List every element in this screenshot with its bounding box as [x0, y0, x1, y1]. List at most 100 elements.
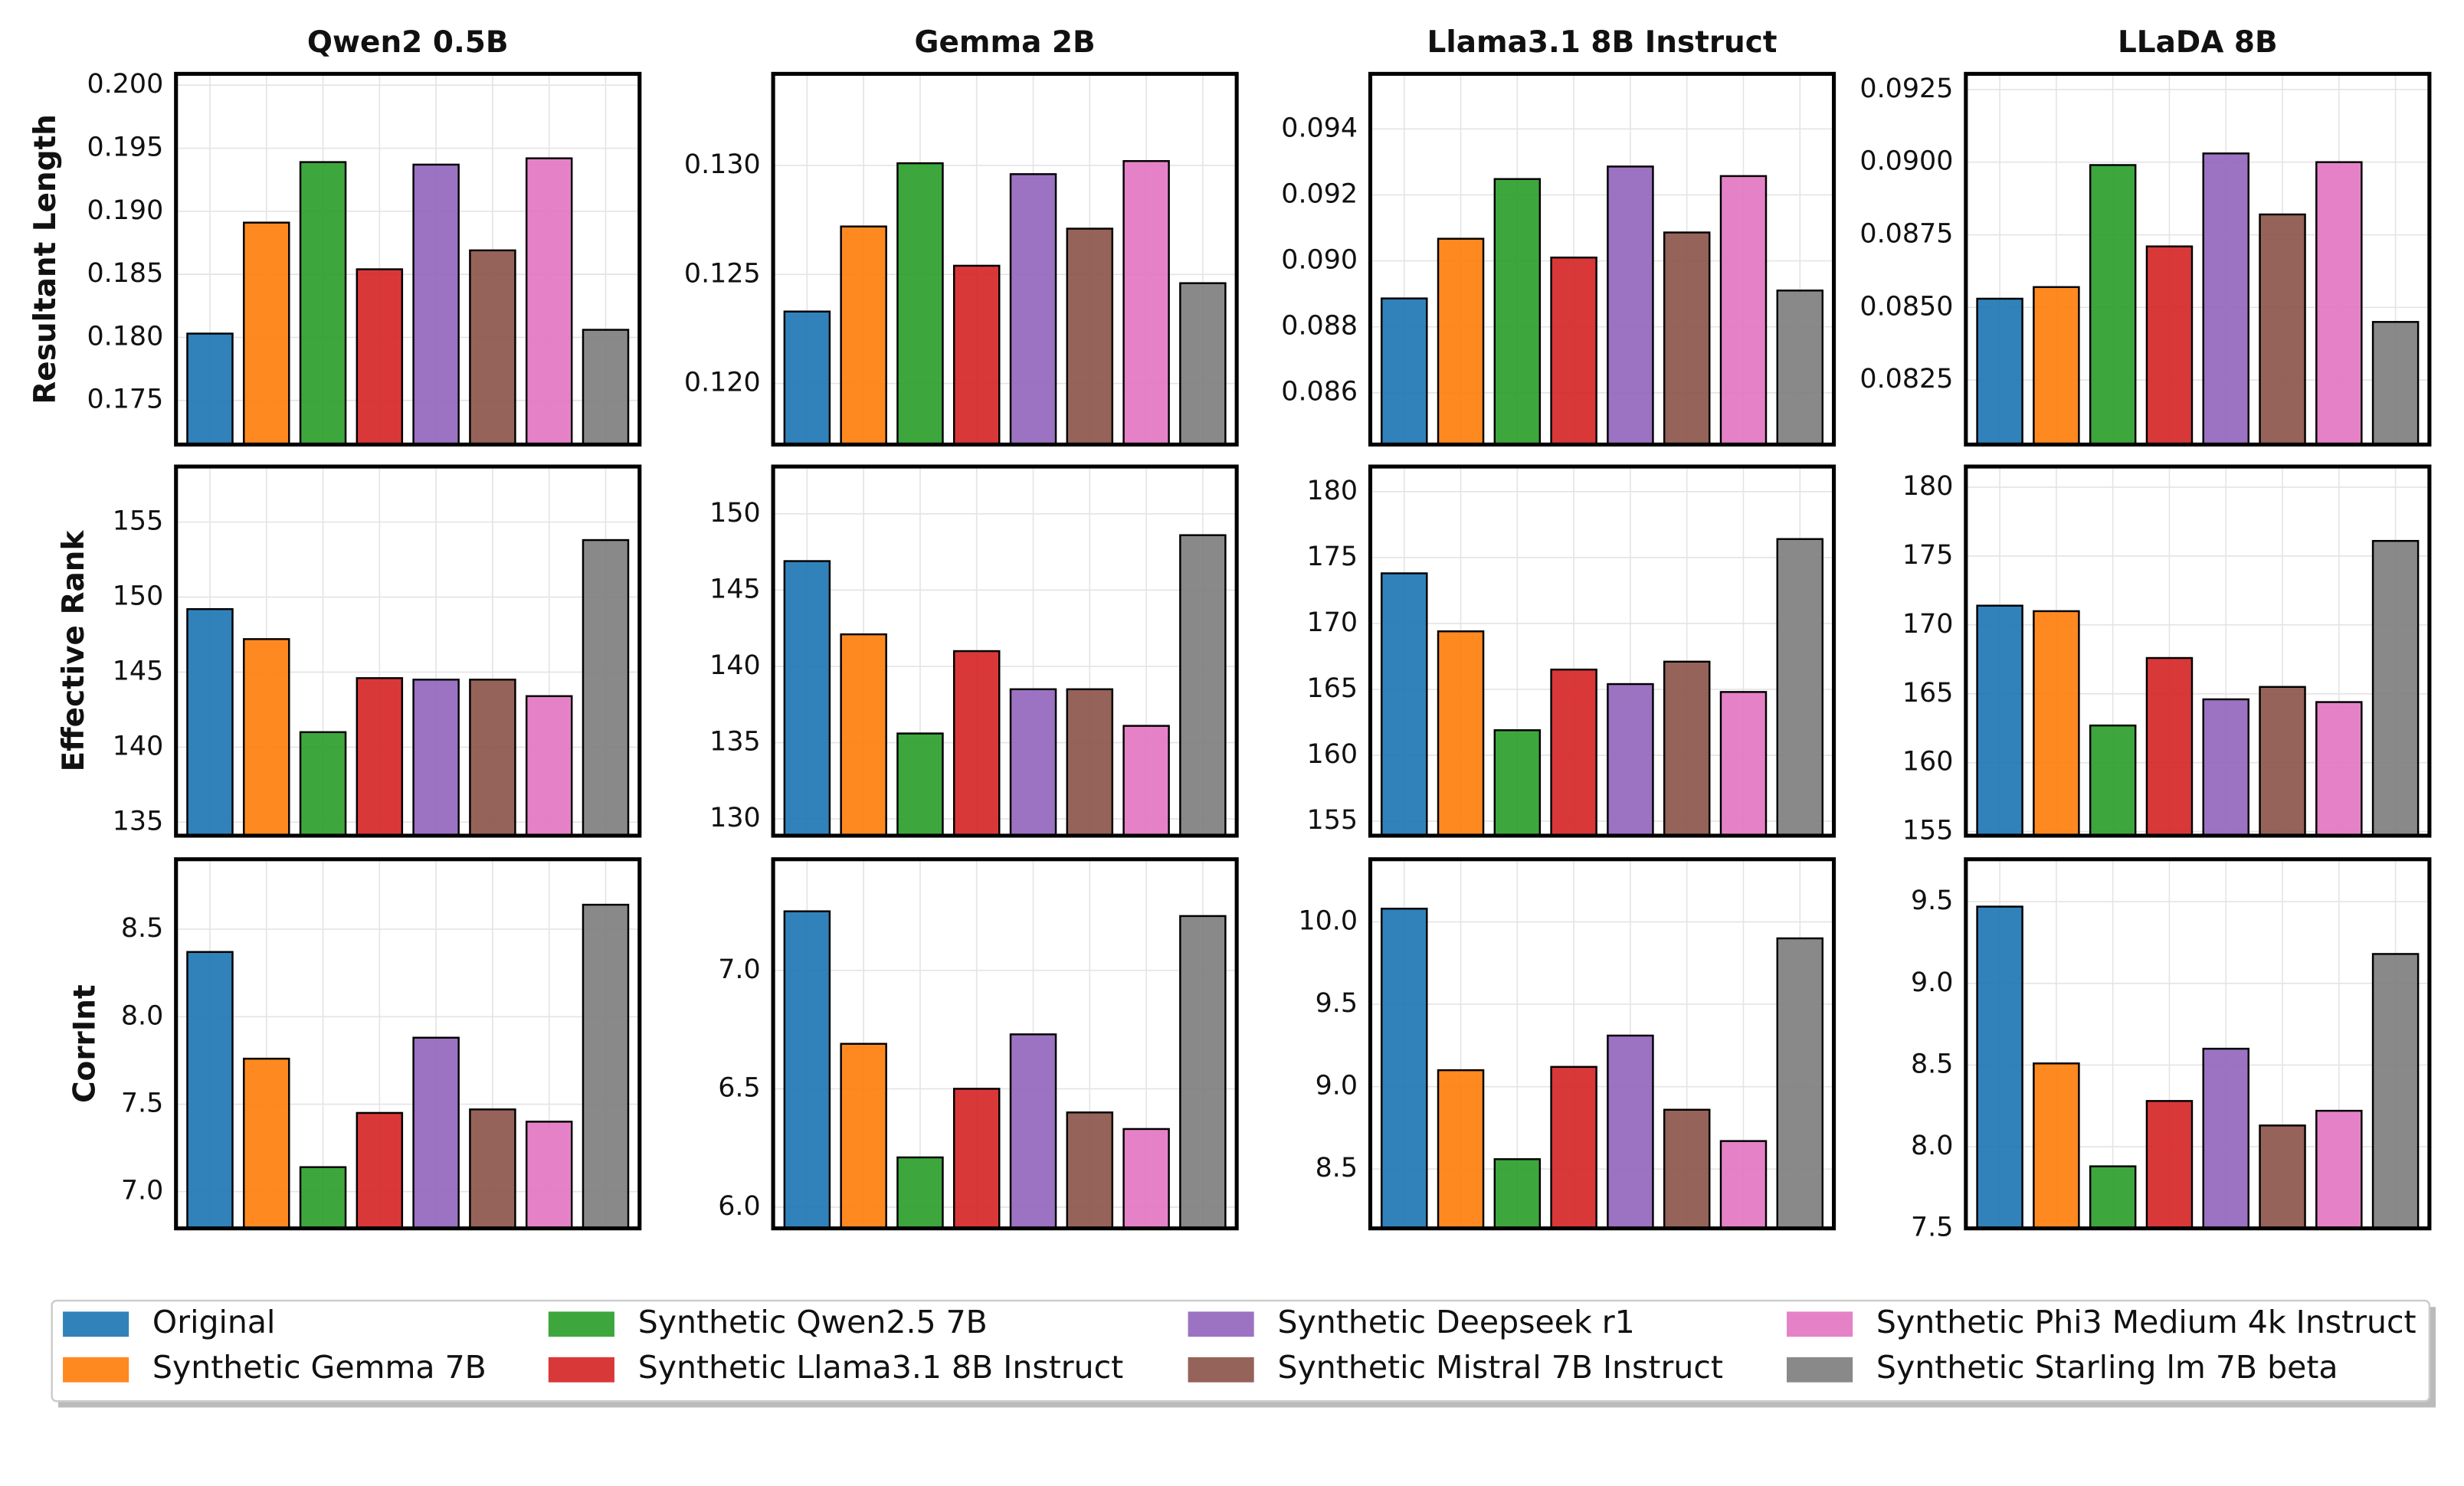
bar: [1663, 231, 1711, 445]
bar: [783, 560, 831, 836]
bars: [186, 903, 630, 1229]
bar: [783, 310, 831, 445]
axes-frame: [1368, 857, 1837, 1231]
bar: [2259, 1124, 2306, 1229]
bar: [1550, 1065, 1597, 1229]
bar: [1437, 630, 1485, 836]
bar: [840, 1042, 887, 1229]
bar: [469, 249, 516, 445]
y-tick-label: 7.0: [718, 954, 760, 985]
bar: [1607, 1034, 1654, 1229]
bar: [896, 1156, 944, 1229]
legend-swatch: [548, 1311, 614, 1337]
bar: [2371, 539, 2420, 836]
legend-swatch: [1787, 1357, 1853, 1383]
bar: [1381, 908, 1428, 1229]
panel-title: Llama3.1 8B Instruct: [1427, 25, 1778, 60]
bar: [243, 221, 290, 445]
bar: [1122, 725, 1170, 836]
bar: [2089, 724, 2137, 836]
legend-swatch: [63, 1311, 129, 1337]
axes-frame: [1368, 464, 1837, 838]
y-tick-label: 6.0: [718, 1191, 760, 1222]
bar: [1719, 691, 1768, 836]
bar: [412, 163, 460, 445]
y-tick-label: 0.130: [684, 149, 761, 180]
bar: [2371, 953, 2420, 1229]
axes-frame: [771, 71, 1239, 447]
bar: [2315, 701, 2363, 836]
bar: [952, 264, 1001, 445]
legend-label: Synthetic Phi3 Medium 4k Instruct: [1876, 1304, 2416, 1340]
bar: [299, 731, 347, 836]
y-tick-label: 135: [709, 727, 761, 758]
bar: [356, 1111, 404, 1229]
y-tick-label: 130: [709, 803, 761, 833]
y-axis-label: Effective Rank: [57, 529, 91, 771]
y-tick-label: 8.0: [1911, 1131, 1953, 1161]
bar: [2033, 1062, 2080, 1229]
y-tick-label: 0.0900: [1859, 146, 1953, 177]
bars: [1381, 538, 1824, 836]
bar: [2315, 161, 2363, 445]
bar: [1719, 175, 1768, 445]
bars: [1381, 165, 1824, 445]
bar: [1381, 572, 1428, 836]
legend-label: Synthetic Llama3.1 8B Instruct: [638, 1349, 1124, 1386]
bar: [1493, 1158, 1542, 1229]
y-tick-label: 9.0: [1911, 967, 1953, 998]
bar: [525, 695, 573, 836]
bars: [783, 910, 1227, 1229]
axes-frame: [771, 464, 1239, 838]
y-tick-label: 9.5: [1911, 885, 1953, 916]
y-tick-label: 10.0: [1298, 906, 1358, 937]
bar: [952, 650, 1001, 836]
bar: [1179, 915, 1227, 1229]
bars: [783, 534, 1227, 836]
bar: [1663, 660, 1711, 836]
y-tick-label: 0.0825: [1859, 364, 1953, 394]
bar: [1976, 297, 2023, 445]
bar: [2089, 1165, 2137, 1229]
bar: [1719, 1140, 1768, 1229]
y-tick-label: 0.175: [87, 385, 164, 415]
bar: [243, 638, 290, 836]
bar: [582, 329, 630, 445]
bar: [2145, 1100, 2194, 1229]
bar: [1437, 237, 1485, 445]
y-tick-label: 7.5: [121, 1088, 163, 1119]
legend-swatch: [1787, 1311, 1853, 1337]
axes-frame: [771, 857, 1239, 1231]
bar: [412, 679, 460, 836]
bar: [582, 538, 630, 836]
bar: [1179, 282, 1227, 445]
bar: [1976, 905, 2023, 1229]
bar: [1976, 604, 2023, 836]
bar: [2315, 1109, 2363, 1229]
bars: [186, 538, 630, 836]
legend-label: Synthetic Mistral 7B Instruct: [1277, 1349, 1722, 1386]
y-tick-label: 0.0925: [1859, 74, 1953, 104]
bar: [1776, 290, 1824, 445]
y-tick-label: 135: [113, 806, 164, 836]
y-tick-label: 8.5: [1911, 1049, 1953, 1079]
bar: [2202, 698, 2249, 836]
y-tick-label: 140: [709, 650, 761, 681]
bar: [525, 1121, 573, 1229]
y-tick-label: 165: [1307, 673, 1358, 704]
bars: [1976, 539, 2420, 836]
bar: [2033, 286, 2080, 445]
y-tick-label: 0.195: [87, 133, 164, 163]
bar: [1179, 534, 1227, 836]
bar: [2202, 152, 2249, 445]
bar: [2145, 656, 2194, 836]
y-tick-label: 0.0875: [1859, 219, 1953, 250]
legend-swatch: [1188, 1311, 1254, 1337]
y-tick-label: 155: [1902, 816, 1954, 846]
bar: [1009, 173, 1057, 445]
bar: [299, 1166, 347, 1229]
bar: [783, 910, 831, 1229]
bar: [952, 1088, 1001, 1229]
axes-frame: [174, 71, 642, 447]
y-tick-label: 0.094: [1281, 113, 1358, 143]
